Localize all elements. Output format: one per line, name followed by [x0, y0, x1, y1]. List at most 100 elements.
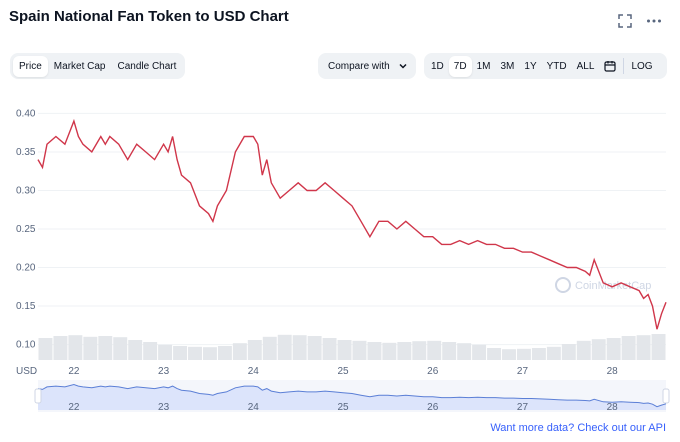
volume-bar	[531, 348, 546, 360]
x-tick-label: 28	[607, 366, 619, 377]
volume-bar	[247, 340, 262, 360]
expand-icon[interactable]	[616, 12, 634, 30]
x-tick-label: 27	[517, 366, 529, 377]
page-title: Spain National Fan Token to USD Chart	[9, 8, 289, 25]
x-tick-label: 22	[68, 366, 80, 377]
price-line	[37, 118, 667, 330]
volume-bar	[591, 339, 606, 360]
volume-bar	[277, 334, 292, 360]
volume-bar	[202, 347, 217, 360]
x-tick-label: 24	[248, 366, 260, 377]
volume-bar	[382, 342, 397, 360]
volume-bar	[83, 336, 98, 360]
api-link[interactable]: Want more data? Check out our API	[490, 422, 666, 434]
volume-bar	[307, 336, 322, 360]
chevron-down-icon	[399, 63, 407, 69]
log-scale-toggle[interactable]: LOG	[631, 60, 653, 72]
navigator: 22 23 24 25 26 27 28	[34, 380, 670, 413]
y-axis-ticks: 0.40 0.35 0.30 0.25 0.20 0.15 0.10	[16, 108, 36, 350]
volume-bar	[412, 341, 427, 360]
volume-bar	[636, 335, 651, 360]
volume-bar	[322, 338, 337, 360]
tab-candle-chart[interactable]: Candle Chart	[117, 60, 177, 72]
volume-bar	[546, 346, 561, 360]
volume-bar	[98, 336, 113, 360]
navigator-x-tick-label: 25	[337, 402, 349, 413]
range-all[interactable]: ALL	[576, 60, 595, 72]
navigator-right-handle[interactable]	[662, 388, 670, 404]
navigator-x-tick-label: 22	[68, 402, 80, 413]
x-tick-label: 25	[337, 366, 349, 377]
volume-bar	[113, 337, 128, 360]
volume-bar	[53, 336, 68, 360]
volume-bar	[427, 340, 442, 360]
chart-type-tabs: Price Market Cap Candle Chart	[10, 53, 186, 79]
y-tick-label: 0.25	[16, 224, 36, 235]
navigator-area	[38, 384, 666, 410]
y-tick-label: 0.30	[16, 185, 36, 196]
volume-bar	[651, 334, 666, 360]
volume-bar	[292, 335, 307, 360]
compare-with-dropdown[interactable]: Compare with	[318, 53, 416, 79]
volume-bar	[352, 340, 367, 360]
chart-gridlines	[38, 112, 666, 346]
volume-bar	[516, 348, 531, 360]
volume-bar	[576, 340, 591, 360]
navigator-x-ticks: 22 23 24 25 26 27 28	[68, 402, 618, 413]
volume-bar	[606, 338, 621, 360]
volume-bar	[487, 348, 502, 360]
volume-bar	[128, 340, 143, 360]
navigator-x-tick-label: 23	[158, 402, 170, 413]
range-ytd[interactable]: YTD	[546, 60, 567, 72]
navigator-x-tick-label: 26	[427, 402, 439, 413]
tab-price[interactable]: Price	[13, 55, 48, 77]
more-options-icon[interactable]	[645, 12, 663, 30]
y-tick-label: 0.15	[16, 301, 36, 312]
volume-bar	[262, 336, 277, 360]
volume-bar	[143, 342, 158, 360]
range-1m[interactable]: 1M	[476, 60, 491, 72]
volume-bar	[472, 344, 487, 360]
y-tick-label: 0.20	[16, 263, 36, 274]
calendar-button[interactable]	[599, 56, 621, 76]
volume-bar	[232, 343, 247, 360]
range-7d[interactable]: 7D	[448, 55, 472, 77]
range-1y[interactable]: 1Y	[524, 60, 537, 72]
calendar-icon	[604, 61, 617, 72]
time-range-selector: 1D 7D 1M 3M 1Y YTD ALL LOG	[424, 53, 667, 79]
volume-bar	[457, 343, 472, 360]
volume-bars	[38, 334, 666, 360]
coinmarketcap-logo-icon	[555, 277, 571, 293]
volume-bar	[367, 342, 382, 360]
volume-bar	[561, 344, 576, 360]
navigator-line	[37, 383, 667, 408]
tab-market-cap[interactable]: Market Cap	[53, 60, 106, 72]
navigator-x-tick-label: 28	[607, 402, 619, 413]
range-3m[interactable]: 3M	[500, 60, 515, 72]
y-tick-label: 0.40	[16, 108, 36, 119]
x-tick-label: 23	[158, 366, 170, 377]
navigator-left-handle[interactable]	[34, 388, 42, 404]
volume-bar	[188, 346, 202, 360]
volume-bar	[337, 340, 352, 360]
volume-bar	[158, 344, 173, 360]
volume-bar	[217, 346, 232, 360]
volume-bar	[397, 342, 412, 360]
navigator-x-tick-label: 27	[517, 402, 529, 413]
range-divider	[623, 58, 625, 74]
volume-bar	[502, 349, 516, 360]
navigator-x-tick-label: 24	[248, 402, 260, 413]
price-chart[interactable]: CoinMarketCap 0.400.350.300.250.200.150.…	[0, 0, 680, 420]
y-tick-label: 0.10	[16, 340, 36, 351]
x-axis-ticks: 22 23 24 25 26 27 28	[68, 366, 618, 377]
volume-bar	[442, 342, 457, 360]
volume-bar	[68, 335, 83, 360]
volume-bar	[38, 338, 53, 360]
volume-bar	[621, 336, 636, 360]
compare-with-label: Compare with	[328, 60, 390, 72]
volume-bar	[173, 346, 188, 360]
currency-label: USD	[16, 366, 37, 377]
y-tick-label: 0.35	[16, 147, 36, 158]
range-1d[interactable]: 1D	[431, 60, 444, 72]
x-tick-label: 26	[427, 366, 439, 377]
